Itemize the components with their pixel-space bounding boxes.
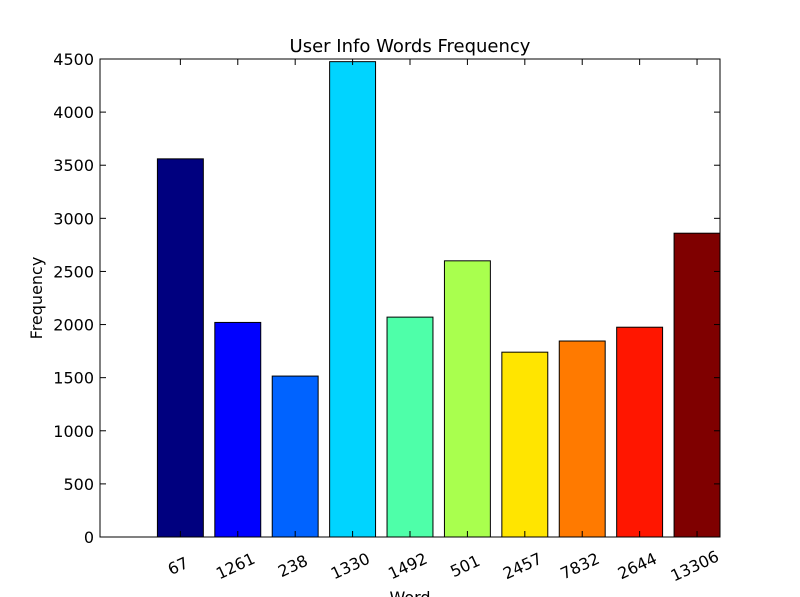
- x-tick-label-2457: 2457: [500, 549, 545, 583]
- bar-1261: [214, 321, 262, 538]
- bar-501: [443, 260, 491, 538]
- bar-2457: [501, 351, 549, 538]
- x-tick-label-67: 67: [165, 553, 191, 579]
- y-tick-label: 1000: [53, 422, 94, 441]
- x-tick-label-7832: 7832: [557, 549, 602, 583]
- x-tick-label-1261: 1261: [213, 549, 258, 583]
- bar-238: [271, 375, 319, 538]
- y-tick-label: 4500: [53, 50, 94, 69]
- x-tick-label-13306: 13306: [668, 547, 722, 586]
- chart-title: User Info Words Frequency: [290, 36, 531, 57]
- bar-13306: [673, 232, 721, 538]
- x-tick-label-1492: 1492: [385, 549, 430, 583]
- y-tick-label: 500: [63, 475, 94, 494]
- bars-group: [156, 61, 721, 538]
- y-tick-label: 2500: [53, 262, 94, 281]
- y-tick-label: 0: [84, 528, 94, 547]
- bar-67: [156, 158, 204, 538]
- bar-7832: [558, 340, 606, 538]
- bar-2644: [616, 326, 664, 538]
- y-ticks-group: 0 500 1000 1500 2000 2500 3000 3500 4000 4500: [53, 50, 720, 547]
- plot-frame: [99, 58, 721, 538]
- y-axis-label: Frequency: [27, 257, 46, 340]
- x-tick-label-238: 238: [275, 551, 311, 581]
- y-tick-label: 3000: [53, 209, 94, 228]
- bar-1330: [329, 61, 377, 538]
- y-tick-label: 1500: [53, 369, 94, 388]
- y-tick-label: 2000: [53, 316, 94, 335]
- x-tick-label-2644: 2644: [615, 549, 660, 583]
- bar-1492: [386, 316, 434, 538]
- y-tick-label: 4000: [53, 103, 94, 122]
- x-tick-label-501: 501: [447, 551, 483, 581]
- y-tick-label: 3500: [53, 156, 94, 175]
- x-axis-label: Word: [389, 588, 430, 597]
- x-tick-label-1330: 1330: [328, 549, 373, 583]
